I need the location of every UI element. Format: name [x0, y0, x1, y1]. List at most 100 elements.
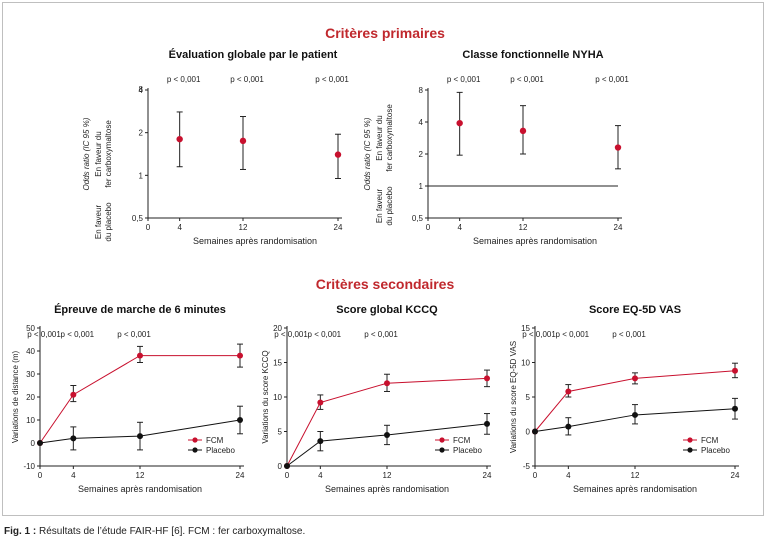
y-tick-label: 8	[419, 86, 424, 95]
x-tick-label: 24	[236, 471, 245, 480]
y-axis-label: fer carboxymaltose	[385, 104, 394, 172]
x-axis-label: Semaines après randomisation	[78, 484, 202, 494]
data-point	[317, 399, 324, 406]
x-axis-label: Semaines après randomisation	[473, 236, 597, 246]
x-tick-label: 24	[483, 471, 492, 480]
caption-label: Fig. 1 :	[4, 526, 37, 537]
y-tick-label: 0,5	[132, 214, 144, 223]
series-placebo	[532, 397, 738, 436]
p-value-label: p < 0,001	[315, 75, 349, 84]
data-point	[239, 137, 247, 145]
p-value-label: p < 0,001	[117, 330, 151, 339]
p-value-label: p < 0,001	[612, 330, 646, 339]
y-axis-label: En faveur	[375, 189, 384, 224]
x-tick-label: 4	[318, 471, 323, 480]
data-point	[632, 375, 638, 382]
y-tick-label: 8	[139, 85, 144, 94]
legend-swatch-marker	[192, 447, 198, 453]
series-line	[286, 377, 488, 467]
y-tick-label: 0,5	[412, 214, 424, 223]
y-axis-label: Odds ratio (IC 95 %)	[363, 117, 372, 190]
chart-walk: Épreuve de marche de 6 minutes-100102030…	[11, 303, 245, 494]
x-tick-label: 12	[631, 471, 640, 480]
chart-title: Évaluation globale par le patient	[169, 48, 338, 61]
chart-title: Épreuve de marche de 6 minutes	[54, 303, 226, 316]
x-tick-label: 24	[334, 223, 343, 232]
y-tick-label: 15	[521, 324, 530, 333]
figure-frame	[2, 2, 764, 516]
data-point	[334, 151, 342, 158]
data-point	[632, 411, 638, 418]
y-axis-label: Variations de distance (m)	[11, 351, 20, 444]
p-value-label: p < 0,001	[274, 330, 308, 339]
figure-caption: Fig. 1 : Résultats de l’étude FAIR-HF [6…	[4, 526, 305, 537]
y-tick-label: 5	[526, 393, 531, 402]
y-tick-label: 4	[419, 118, 424, 127]
y-tick-label: 1	[419, 182, 424, 191]
x-tick-label: 0	[285, 471, 290, 480]
y-tick-label: 20	[273, 324, 282, 333]
p-value-label: p < 0,001	[447, 75, 481, 84]
p-value-label: p < 0,001	[230, 75, 264, 84]
y-tick-label: 15	[273, 359, 282, 368]
legend-label: Placebo	[206, 446, 235, 455]
data-point	[384, 431, 390, 438]
p-value-label: p < 0,001	[61, 330, 95, 339]
series-placebo	[284, 413, 490, 469]
data-point	[384, 380, 390, 387]
data-point	[37, 440, 43, 446]
y-tick-label: 40	[26, 347, 35, 356]
data-point	[70, 435, 77, 442]
data-point	[532, 428, 538, 435]
legend-swatch-marker	[192, 437, 198, 443]
y-tick-label: 5	[278, 428, 283, 437]
y-tick-label: 4	[139, 86, 144, 95]
x-tick-label: 12	[519, 223, 528, 232]
y-axis-label: Variations du score KCCQ	[261, 350, 270, 443]
data-point	[317, 438, 324, 445]
x-tick-label: 24	[614, 223, 623, 232]
series-line	[534, 370, 736, 432]
p-value-label: p < 0,001	[556, 330, 590, 339]
legend-label: FCM	[206, 436, 224, 445]
legend-swatch-marker	[439, 437, 445, 443]
data-point	[565, 423, 572, 430]
y-axis-label: En faveur	[94, 205, 103, 240]
data-point	[614, 144, 622, 151]
data-point	[176, 135, 183, 143]
series-placebo	[37, 405, 243, 451]
y-tick-label: 0	[31, 439, 36, 448]
x-axis-label: Semaines après randomisation	[573, 484, 697, 494]
y-axis-label: fer carboxymaltose	[104, 120, 113, 188]
y-tick-label: 2	[419, 150, 424, 159]
y-axis-label: En faveur du	[375, 115, 384, 160]
data-point	[484, 420, 490, 427]
y-tick-label: 10	[273, 393, 282, 402]
legend-label: FCM	[453, 436, 471, 445]
data-point	[237, 352, 243, 359]
x-tick-label: 12	[136, 471, 145, 480]
x-tick-label: 4	[566, 471, 571, 480]
y-tick-label: 20	[26, 393, 35, 402]
data-point	[732, 405, 738, 412]
figure-canvas: Critères primaires Critères secondaires …	[11, 25, 740, 494]
series-line	[39, 419, 241, 444]
x-tick-label: 4	[71, 471, 76, 480]
x-tick-label: 12	[239, 223, 248, 232]
data-point	[732, 367, 738, 374]
y-tick-label: 10	[521, 359, 530, 368]
chart-kccq: Score global KCCQ 0 5 10 15 20 0 4 12 24 Semaines …	[261, 304, 492, 494]
p-value-label: p < 0,001	[27, 330, 61, 339]
x-tick-label: 0	[426, 223, 431, 232]
y-tick-label: -5	[523, 462, 531, 471]
series-line	[39, 355, 240, 444]
p-value-label: p < 0,001	[522, 330, 556, 339]
data-point	[70, 391, 77, 398]
y-tick-label: 0	[526, 428, 531, 437]
section-title-primary: Critères primaires	[325, 25, 445, 41]
p-value-label: p < 0,001	[167, 75, 201, 84]
y-axis-label: du placebo	[385, 186, 394, 226]
x-axis-label: Semaines après randomisation	[193, 236, 317, 246]
